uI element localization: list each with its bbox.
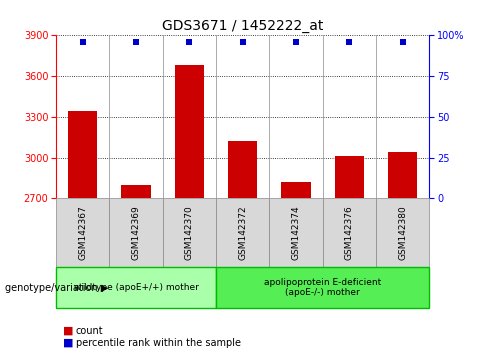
Text: ■: ■: [63, 338, 74, 348]
Text: GSM142370: GSM142370: [185, 205, 194, 260]
Bar: [388, 152, 417, 198]
Bar: [335, 156, 364, 198]
Bar: [228, 141, 258, 198]
Bar: [175, 65, 204, 198]
Text: GSM142372: GSM142372: [238, 205, 247, 260]
Text: count: count: [76, 326, 103, 336]
Text: GSM142374: GSM142374: [292, 205, 301, 260]
Text: wildtype (apoE+/+) mother: wildtype (apoE+/+) mother: [74, 283, 199, 292]
Bar: [282, 182, 311, 198]
Text: GSM142380: GSM142380: [398, 205, 407, 260]
Text: ■: ■: [63, 326, 74, 336]
Bar: [122, 185, 151, 198]
Text: genotype/variation ▶: genotype/variation ▶: [5, 282, 108, 293]
Text: GSM142369: GSM142369: [132, 205, 141, 260]
Title: GDS3671 / 1452222_at: GDS3671 / 1452222_at: [162, 19, 324, 33]
Text: GSM142376: GSM142376: [345, 205, 354, 260]
Text: apolipoprotein E-deficient
(apoE-/-) mother: apolipoprotein E-deficient (apoE-/-) mot…: [264, 278, 382, 297]
Bar: [68, 112, 98, 198]
Text: percentile rank within the sample: percentile rank within the sample: [76, 338, 241, 348]
Text: GSM142367: GSM142367: [78, 205, 87, 260]
